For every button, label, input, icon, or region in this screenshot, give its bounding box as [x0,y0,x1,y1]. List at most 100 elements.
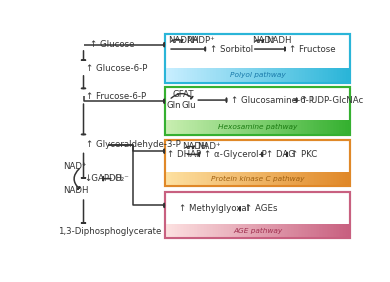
Bar [291,172,293,185]
Bar [299,120,301,135]
Text: Polyol pathway: Polyol pathway [230,72,285,78]
Bar [189,224,191,237]
Text: NADP⁺: NADP⁺ [186,36,214,45]
Bar [331,224,333,237]
Bar [220,172,222,185]
Bar [233,224,235,237]
Bar [177,68,179,82]
Bar [305,120,307,135]
Bar [259,120,261,135]
Bar [175,68,177,82]
Bar [273,120,275,135]
Text: NADH: NADH [183,142,208,151]
Bar [308,224,310,237]
Bar [317,68,319,82]
Bar [243,224,244,237]
Bar [293,120,295,135]
Bar [346,120,348,135]
Bar [301,120,302,135]
Text: ↑ Glucose: ↑ Glucose [90,40,135,49]
Bar [287,68,289,82]
Text: ↑ Glucose-6-P: ↑ Glucose-6-P [86,64,147,73]
Bar [334,172,336,185]
Text: Protein kinase C pathway: Protein kinase C pathway [211,176,305,182]
Bar [322,68,324,82]
Bar [326,120,328,135]
Bar [301,224,302,237]
Bar [188,120,189,135]
Bar [192,120,194,135]
Bar [192,172,194,185]
Bar [210,68,212,82]
Bar [221,68,223,82]
Text: ↑ Methylglyoxal: ↑ Methylglyoxal [179,204,249,213]
Bar [279,224,281,237]
Bar [336,68,338,82]
Bar [239,120,241,135]
Bar [267,120,269,135]
Bar [298,120,300,135]
Bar [316,120,318,135]
Bar [342,68,344,82]
Bar [215,224,217,237]
Bar [246,224,247,237]
Bar [209,172,211,185]
Bar [290,224,292,237]
Bar [226,120,227,135]
Bar [310,120,312,135]
Bar [311,172,313,185]
Bar [188,172,189,185]
Bar [221,172,223,185]
Bar [288,224,290,237]
Bar [235,68,237,82]
Bar [271,120,273,135]
Bar [333,224,335,237]
Bar [264,224,266,237]
Bar [174,224,176,237]
Bar [287,120,289,135]
Bar [193,224,195,237]
Bar [172,120,174,135]
Bar [212,172,214,185]
Bar [192,68,194,82]
Bar [184,120,186,135]
Bar [266,120,267,135]
Text: ↓GAPDH: ↓GAPDH [84,174,122,183]
Bar [218,120,220,135]
Bar [252,120,254,135]
Bar [296,172,298,185]
Bar [278,68,280,82]
Bar [339,120,340,135]
Text: 1,3-Diphosphoglycerate: 1,3-Diphosphoglycerate [58,226,161,235]
Bar [316,68,318,82]
Bar [243,120,244,135]
Bar [321,224,322,237]
Bar [345,68,347,82]
Bar [206,172,207,185]
Bar [264,120,266,135]
Bar [235,224,237,237]
Bar [189,68,191,82]
Bar [261,172,262,185]
Bar [178,172,180,185]
Bar [193,172,195,185]
Bar [248,224,250,237]
Bar [304,120,305,135]
Bar [226,68,227,82]
Bar [314,68,316,82]
Bar [294,68,296,82]
Bar [325,68,327,82]
Bar [266,172,267,185]
Bar [184,224,186,237]
Bar [198,172,200,185]
Bar [210,172,212,185]
Bar [218,68,220,82]
Bar [165,34,350,83]
Bar [195,68,197,82]
Bar [184,68,186,82]
Bar [174,172,176,185]
Bar [180,172,182,185]
Bar [325,172,327,185]
Text: ↑ α-Glycerol-P: ↑ α-Glycerol-P [204,150,266,159]
Bar [252,68,254,82]
